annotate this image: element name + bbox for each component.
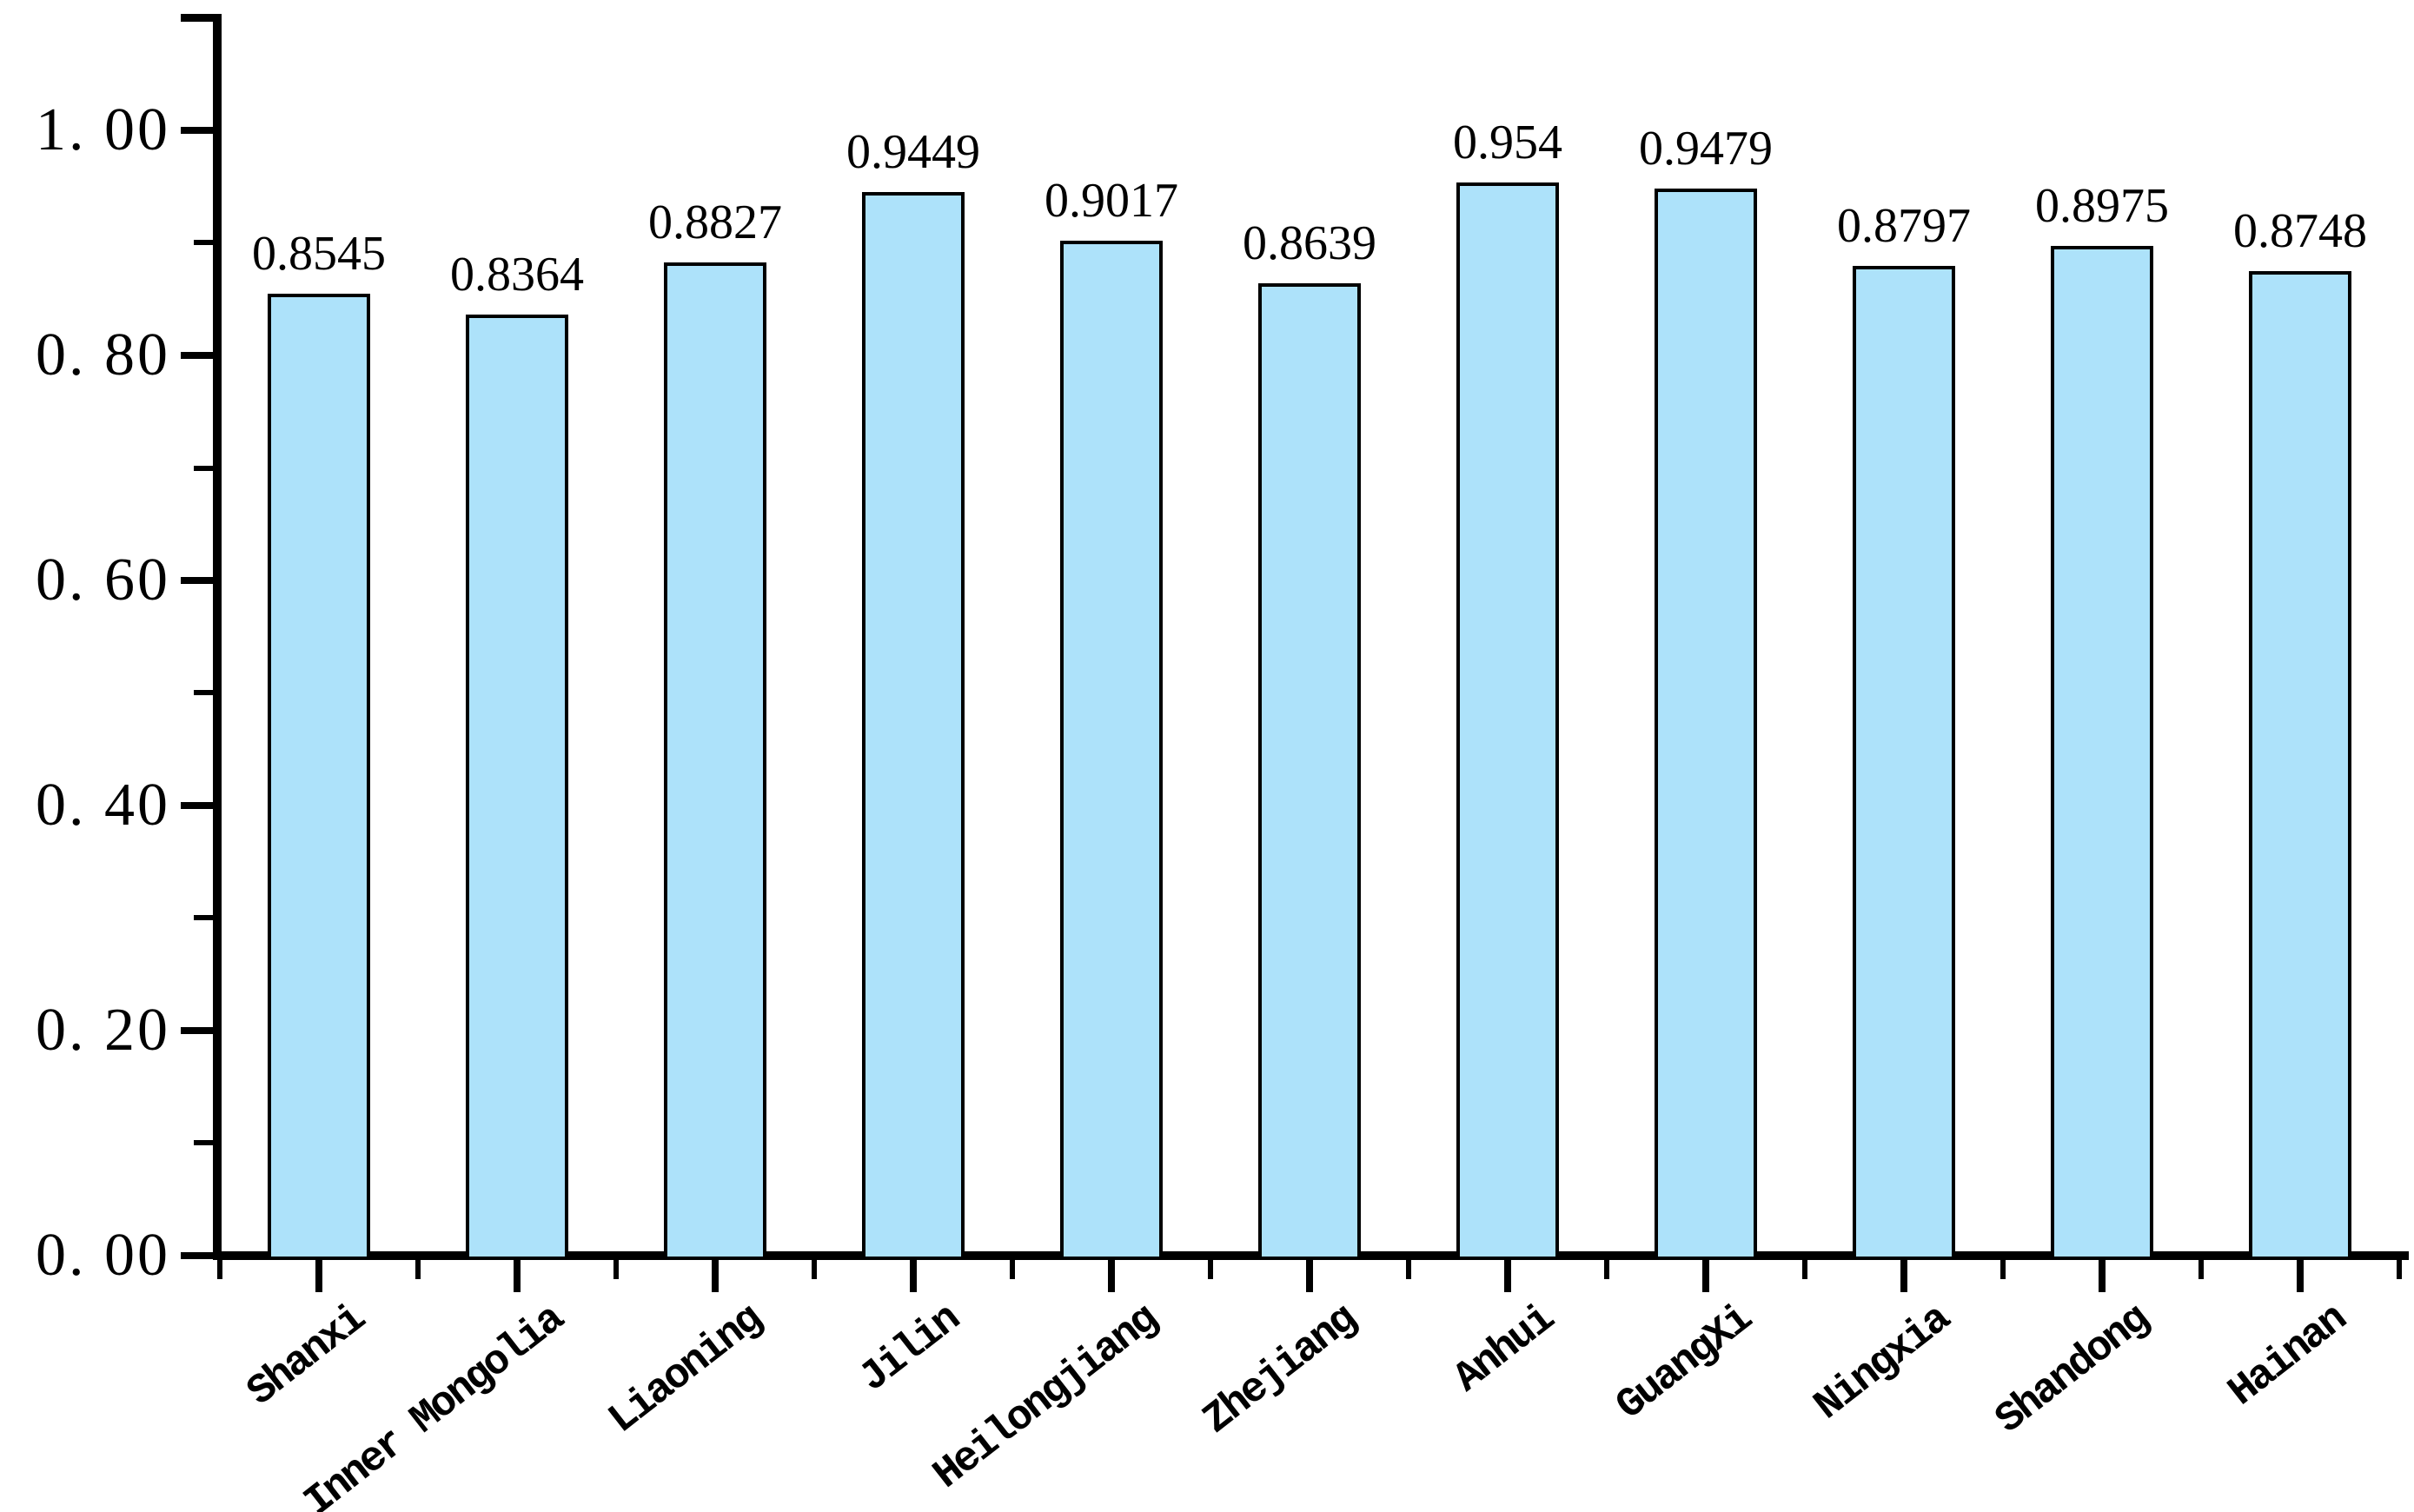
x-minor-tick — [217, 1260, 222, 1279]
x-major-tick — [2297, 1260, 2304, 1292]
x-major-tick — [910, 1260, 917, 1292]
bar-value-label: 0.8797 — [1837, 199, 1971, 253]
bar-guangxi — [1655, 189, 1757, 1260]
x-category-label: Jilin — [851, 1296, 969, 1403]
bar-value-label: 0.8975 — [2035, 179, 2169, 233]
x-minor-tick — [1010, 1260, 1015, 1279]
bar-heilongjiang — [1060, 241, 1163, 1260]
y-tick-label: 0. 20 — [36, 997, 170, 1064]
x-major-tick — [1306, 1260, 1313, 1292]
x-minor-tick — [2000, 1260, 2006, 1279]
bar-value-label: 0.8827 — [648, 196, 782, 249]
bar-value-label: 0.954 — [1453, 116, 1562, 169]
bar-liaoning — [664, 262, 766, 1260]
x-minor-tick — [613, 1260, 619, 1279]
x-category-label: Ningxia — [1806, 1296, 1960, 1430]
x-category-label: Shanxi — [238, 1296, 375, 1416]
bar-anhui — [1456, 182, 1559, 1260]
y-major-tick — [181, 577, 213, 584]
y-major-tick — [181, 802, 213, 809]
y-tick-label: 0. 80 — [36, 322, 170, 388]
bar-shandong — [2051, 246, 2153, 1260]
bar-value-label: 0.9017 — [1045, 174, 1178, 228]
y-major-tick — [181, 1252, 213, 1259]
y-minor-tick — [194, 915, 213, 920]
bar-value-label: 0.8748 — [2233, 204, 2367, 258]
x-major-tick — [2099, 1260, 2106, 1292]
x-major-tick — [1702, 1260, 1709, 1292]
bar-jilin — [862, 192, 965, 1260]
y-axis-spine — [213, 14, 222, 1260]
bar-value-label: 0.9449 — [846, 125, 980, 179]
bar-ningxia — [1853, 266, 1955, 1260]
x-category-label: GuangXi — [1608, 1296, 1761, 1430]
x-minor-tick — [812, 1260, 817, 1279]
x-major-tick — [1900, 1260, 1907, 1292]
x-major-tick — [1504, 1260, 1511, 1292]
bar-shanxi — [268, 294, 370, 1260]
x-category-label: Liaoning — [600, 1296, 771, 1444]
x-minor-tick — [2397, 1260, 2402, 1279]
y-axis-top-cap-tick — [181, 14, 222, 22]
x-category-label: Zhejiang — [1194, 1296, 1365, 1444]
bar-zhejiang — [1258, 283, 1361, 1260]
y-minor-tick — [194, 240, 213, 245]
x-category-label: Anhui — [1445, 1296, 1563, 1403]
y-major-tick — [181, 127, 213, 134]
x-major-tick — [1108, 1260, 1115, 1292]
x-major-tick — [514, 1260, 521, 1292]
y-minor-tick — [194, 1140, 213, 1145]
bar-value-label: 0.8364 — [450, 248, 584, 302]
x-major-tick — [315, 1260, 322, 1292]
y-tick-label: 0. 00 — [36, 1222, 170, 1289]
bar-inner-mongolia — [466, 315, 568, 1260]
y-major-tick — [181, 1027, 213, 1034]
x-minor-tick — [1406, 1260, 1411, 1279]
x-minor-tick — [1208, 1260, 1213, 1279]
x-minor-tick — [2198, 1260, 2204, 1279]
bar-value-label: 0.9479 — [1639, 122, 1773, 176]
y-minor-tick — [194, 466, 213, 471]
x-category-label: Shandong — [1986, 1296, 2158, 1444]
y-tick-label: 1. 00 — [36, 96, 170, 163]
bar-value-label: 0.8639 — [1243, 216, 1376, 270]
y-tick-label: 0. 40 — [36, 772, 170, 839]
y-minor-tick — [194, 690, 213, 695]
x-minor-tick — [1802, 1260, 1807, 1279]
x-minor-tick — [415, 1260, 421, 1279]
x-category-label: Hainan — [2219, 1296, 2356, 1416]
x-minor-tick — [1604, 1260, 1609, 1279]
x-major-tick — [712, 1260, 719, 1292]
bar-value-label: 0.8545 — [252, 227, 386, 281]
bar-hainan — [2249, 271, 2351, 1260]
y-tick-label: 0. 60 — [36, 547, 170, 613]
y-major-tick — [181, 352, 213, 359]
